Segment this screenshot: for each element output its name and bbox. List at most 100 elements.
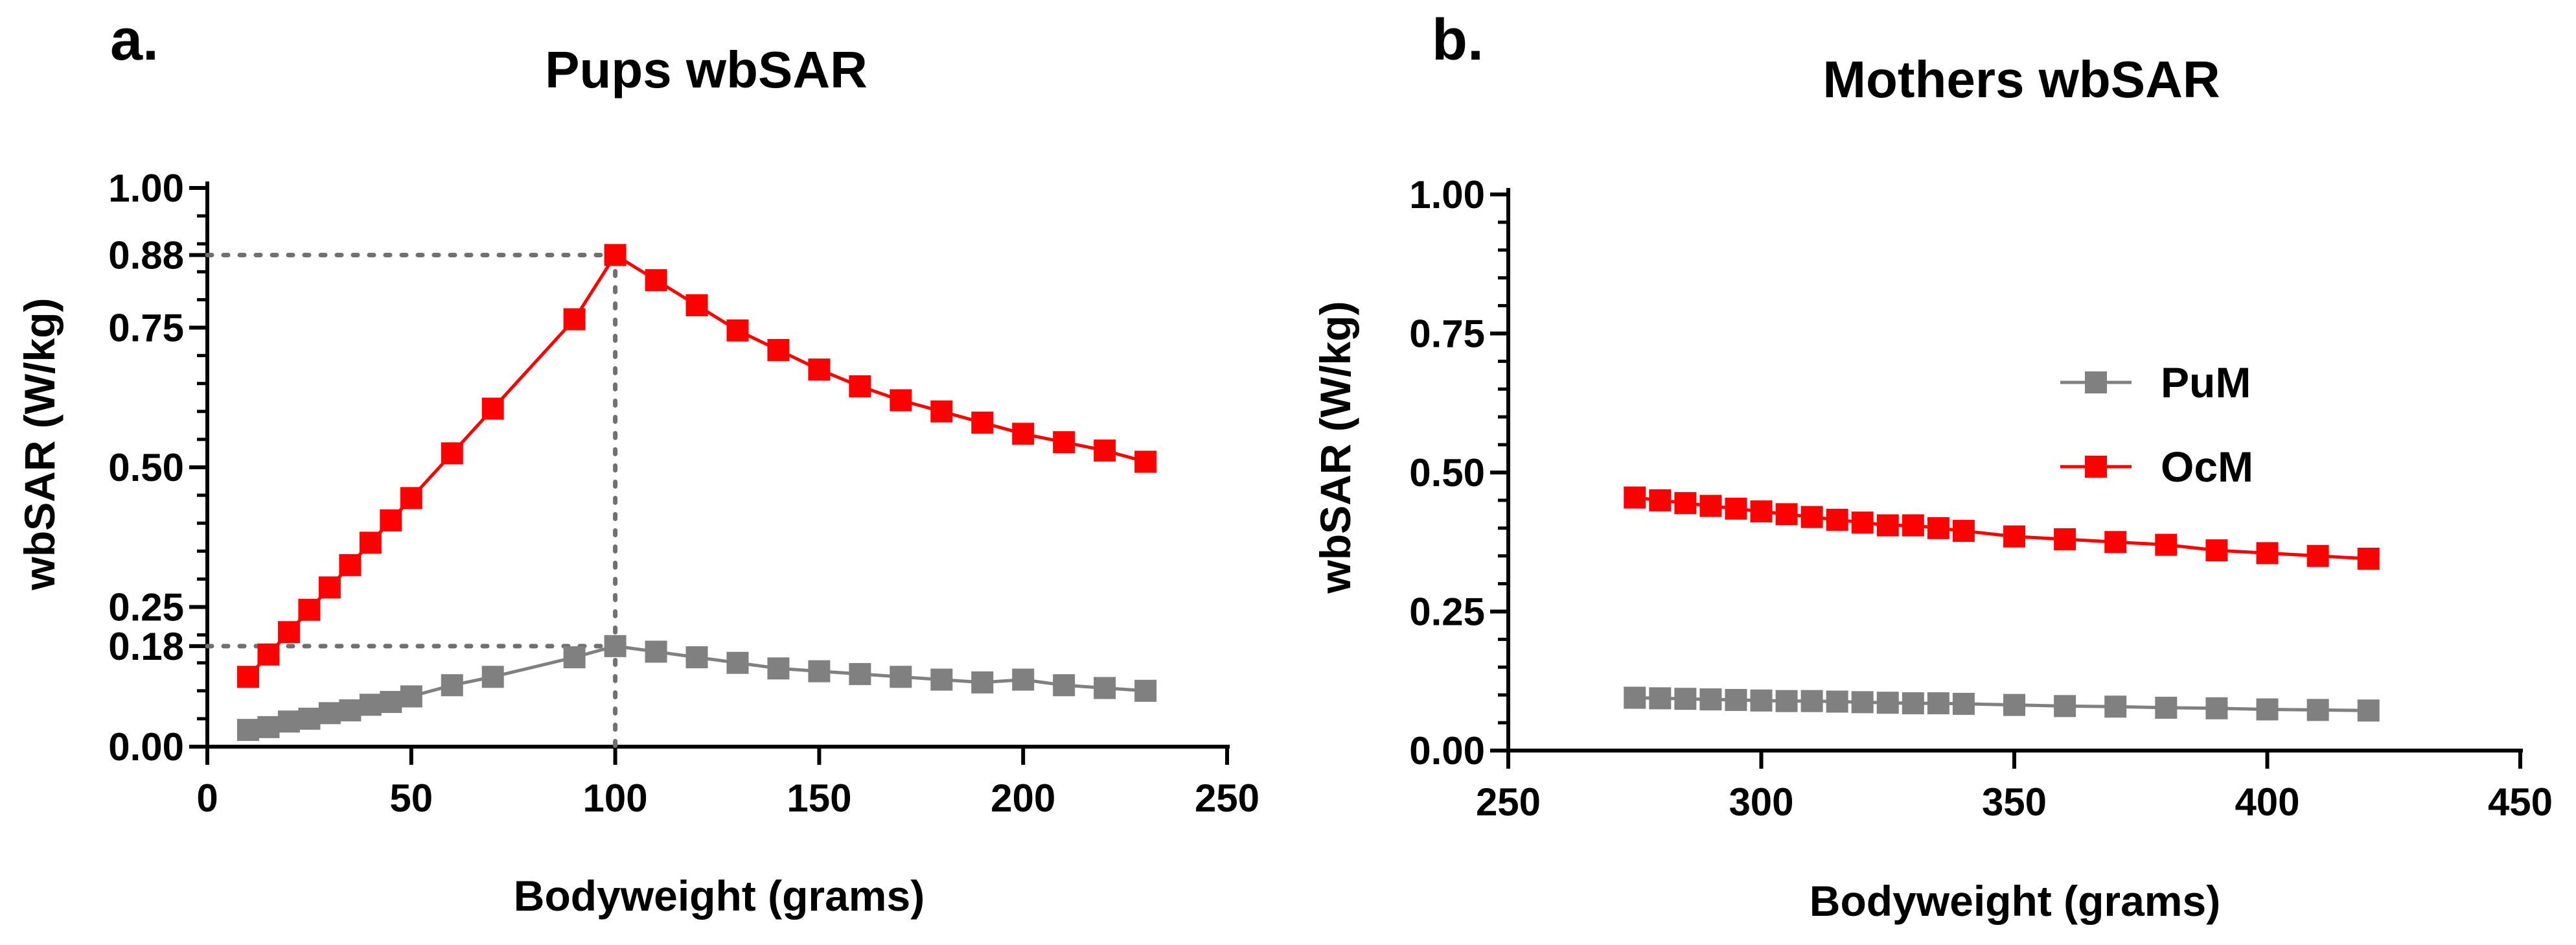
data-point-ocm: [1851, 511, 1874, 534]
data-point-pum: [890, 666, 912, 688]
data-point-pum: [1750, 689, 1773, 712]
data-point-ocm: [2003, 525, 2025, 548]
x-tick-label: 350: [1982, 780, 2047, 824]
panel-a-label: a.: [110, 8, 159, 73]
data-point-pum: [1624, 686, 1646, 709]
series-line-ocm: [247, 252, 1146, 678]
x-tick-label: 200: [991, 776, 1055, 820]
data-point-ocm: [1826, 508, 1848, 531]
data-point-pum: [1902, 692, 1924, 715]
panel-a-plot: 0.00 0.180.25 0.50 0.75 0.88 1.00 0 50 100 150 200…: [108, 167, 1259, 820]
data-point-ocm: [1952, 520, 1975, 542]
x-tick-label: 250: [1476, 780, 1541, 824]
data-point-ocm: [277, 621, 300, 644]
data-point-ocm: [1649, 489, 1672, 511]
data-point-pum: [1649, 687, 1672, 710]
legend-label-pum: PuM: [2161, 358, 2251, 406]
data-point-pum: [604, 635, 627, 657]
data-point-pum: [930, 668, 953, 691]
x-tick-label: 50: [389, 776, 433, 820]
panel-a-xlabel: Bodyweight (grams): [514, 872, 925, 920]
data-point-pum: [2306, 699, 2329, 721]
data-point-pum: [2205, 697, 2228, 719]
data-point-pum: [298, 707, 321, 730]
data-point-ocm: [767, 338, 790, 361]
data-point-pum: [767, 657, 790, 680]
data-point-pum: [400, 685, 422, 708]
data-point-ocm: [1012, 423, 1035, 445]
data-point-pum: [257, 716, 280, 738]
data-point-ocm: [563, 308, 586, 331]
data-point-pum: [441, 674, 463, 697]
y-tick-label: 0.50: [108, 446, 184, 489]
data-point-ocm: [1094, 439, 1116, 462]
data-point-ocm: [400, 487, 422, 509]
data-point-ocm: [2054, 528, 2076, 550]
data-point-ocm: [726, 319, 749, 342]
data-point-pum: [726, 651, 749, 674]
y-tick-label: 0.88: [108, 233, 184, 277]
data-point-ocm: [971, 412, 994, 434]
data-point-ocm: [257, 643, 280, 666]
data-point-pum: [1012, 668, 1035, 691]
panel-b-plot: 0.00 0.25 0.50 0.75 1.00 250 300 350 400 450 PuM Oc…: [1409, 173, 2553, 824]
legend-marker-pum: [2085, 371, 2107, 393]
data-point-ocm: [380, 509, 402, 531]
x-tick-label: 150: [787, 776, 851, 820]
data-point-pum: [2003, 694, 2025, 716]
x-tick-label: 300: [1729, 780, 1793, 824]
data-point-ocm: [359, 531, 382, 554]
data-point-ocm: [441, 442, 463, 465]
data-point-ocm: [318, 576, 341, 599]
data-point-ocm: [2205, 539, 2228, 562]
y-tick-label: 1.00: [108, 167, 184, 210]
data-point-ocm: [236, 666, 259, 688]
data-point-pum: [685, 646, 708, 669]
data-point-pum: [1826, 690, 1848, 713]
panel-b-title: Mothers wbSAR: [1823, 51, 2220, 108]
x-tick-label: 400: [2235, 780, 2299, 824]
data-point-pum: [1674, 688, 1697, 710]
data-point-ocm: [604, 244, 627, 266]
data-point-pum: [1053, 674, 1075, 697]
panel-b-label: b.: [1432, 8, 1484, 73]
data-point-pum: [380, 691, 402, 714]
data-point-pum: [318, 702, 341, 725]
data-point-pum: [2357, 699, 2380, 722]
data-point-pum: [1851, 691, 1874, 714]
data-point-ocm: [849, 375, 871, 398]
x-tick-label: 250: [1195, 776, 1259, 820]
data-point-ocm: [1750, 500, 1773, 523]
data-point-pum: [2104, 695, 2127, 718]
data-point-ocm: [481, 397, 504, 420]
y-tick-label: 0.75: [108, 307, 184, 350]
data-point-pum: [1094, 677, 1116, 699]
data-point-ocm: [1699, 495, 1722, 517]
data-point-ocm: [1053, 431, 1075, 454]
panel-a-ylabel: wbSAR (W/kg): [16, 298, 63, 591]
data-point-pum: [1699, 688, 1722, 711]
series-line-pum: [1635, 696, 2369, 712]
data-point-pum: [808, 660, 831, 682]
y-tick-label: 0.25: [1409, 590, 1485, 634]
data-point-ocm: [298, 598, 321, 621]
data-point-ocm: [1775, 503, 1798, 526]
data-point-ocm: [2155, 533, 2178, 556]
data-point-pum: [2256, 698, 2279, 721]
data-point-ocm: [1134, 450, 1157, 473]
y-tick-label: 0.18: [108, 625, 184, 668]
panel-a-title: Pups wbSAR: [545, 41, 868, 99]
data-point-pum: [645, 640, 667, 663]
data-point-ocm: [1800, 506, 1823, 528]
data-point-ocm: [1624, 486, 1646, 509]
data-point-ocm: [2104, 531, 2127, 554]
data-point-ocm: [930, 400, 953, 423]
data-point-pum: [1952, 692, 1975, 715]
data-point-ocm: [1927, 517, 1949, 539]
y-tick-label: 1.00: [1409, 173, 1485, 216]
data-point-ocm: [1674, 492, 1697, 515]
x-tick-label: 450: [2488, 780, 2553, 824]
x-tick-label: 100: [583, 776, 648, 820]
data-point-ocm: [2256, 542, 2279, 565]
data-point-ocm: [1725, 497, 1747, 520]
